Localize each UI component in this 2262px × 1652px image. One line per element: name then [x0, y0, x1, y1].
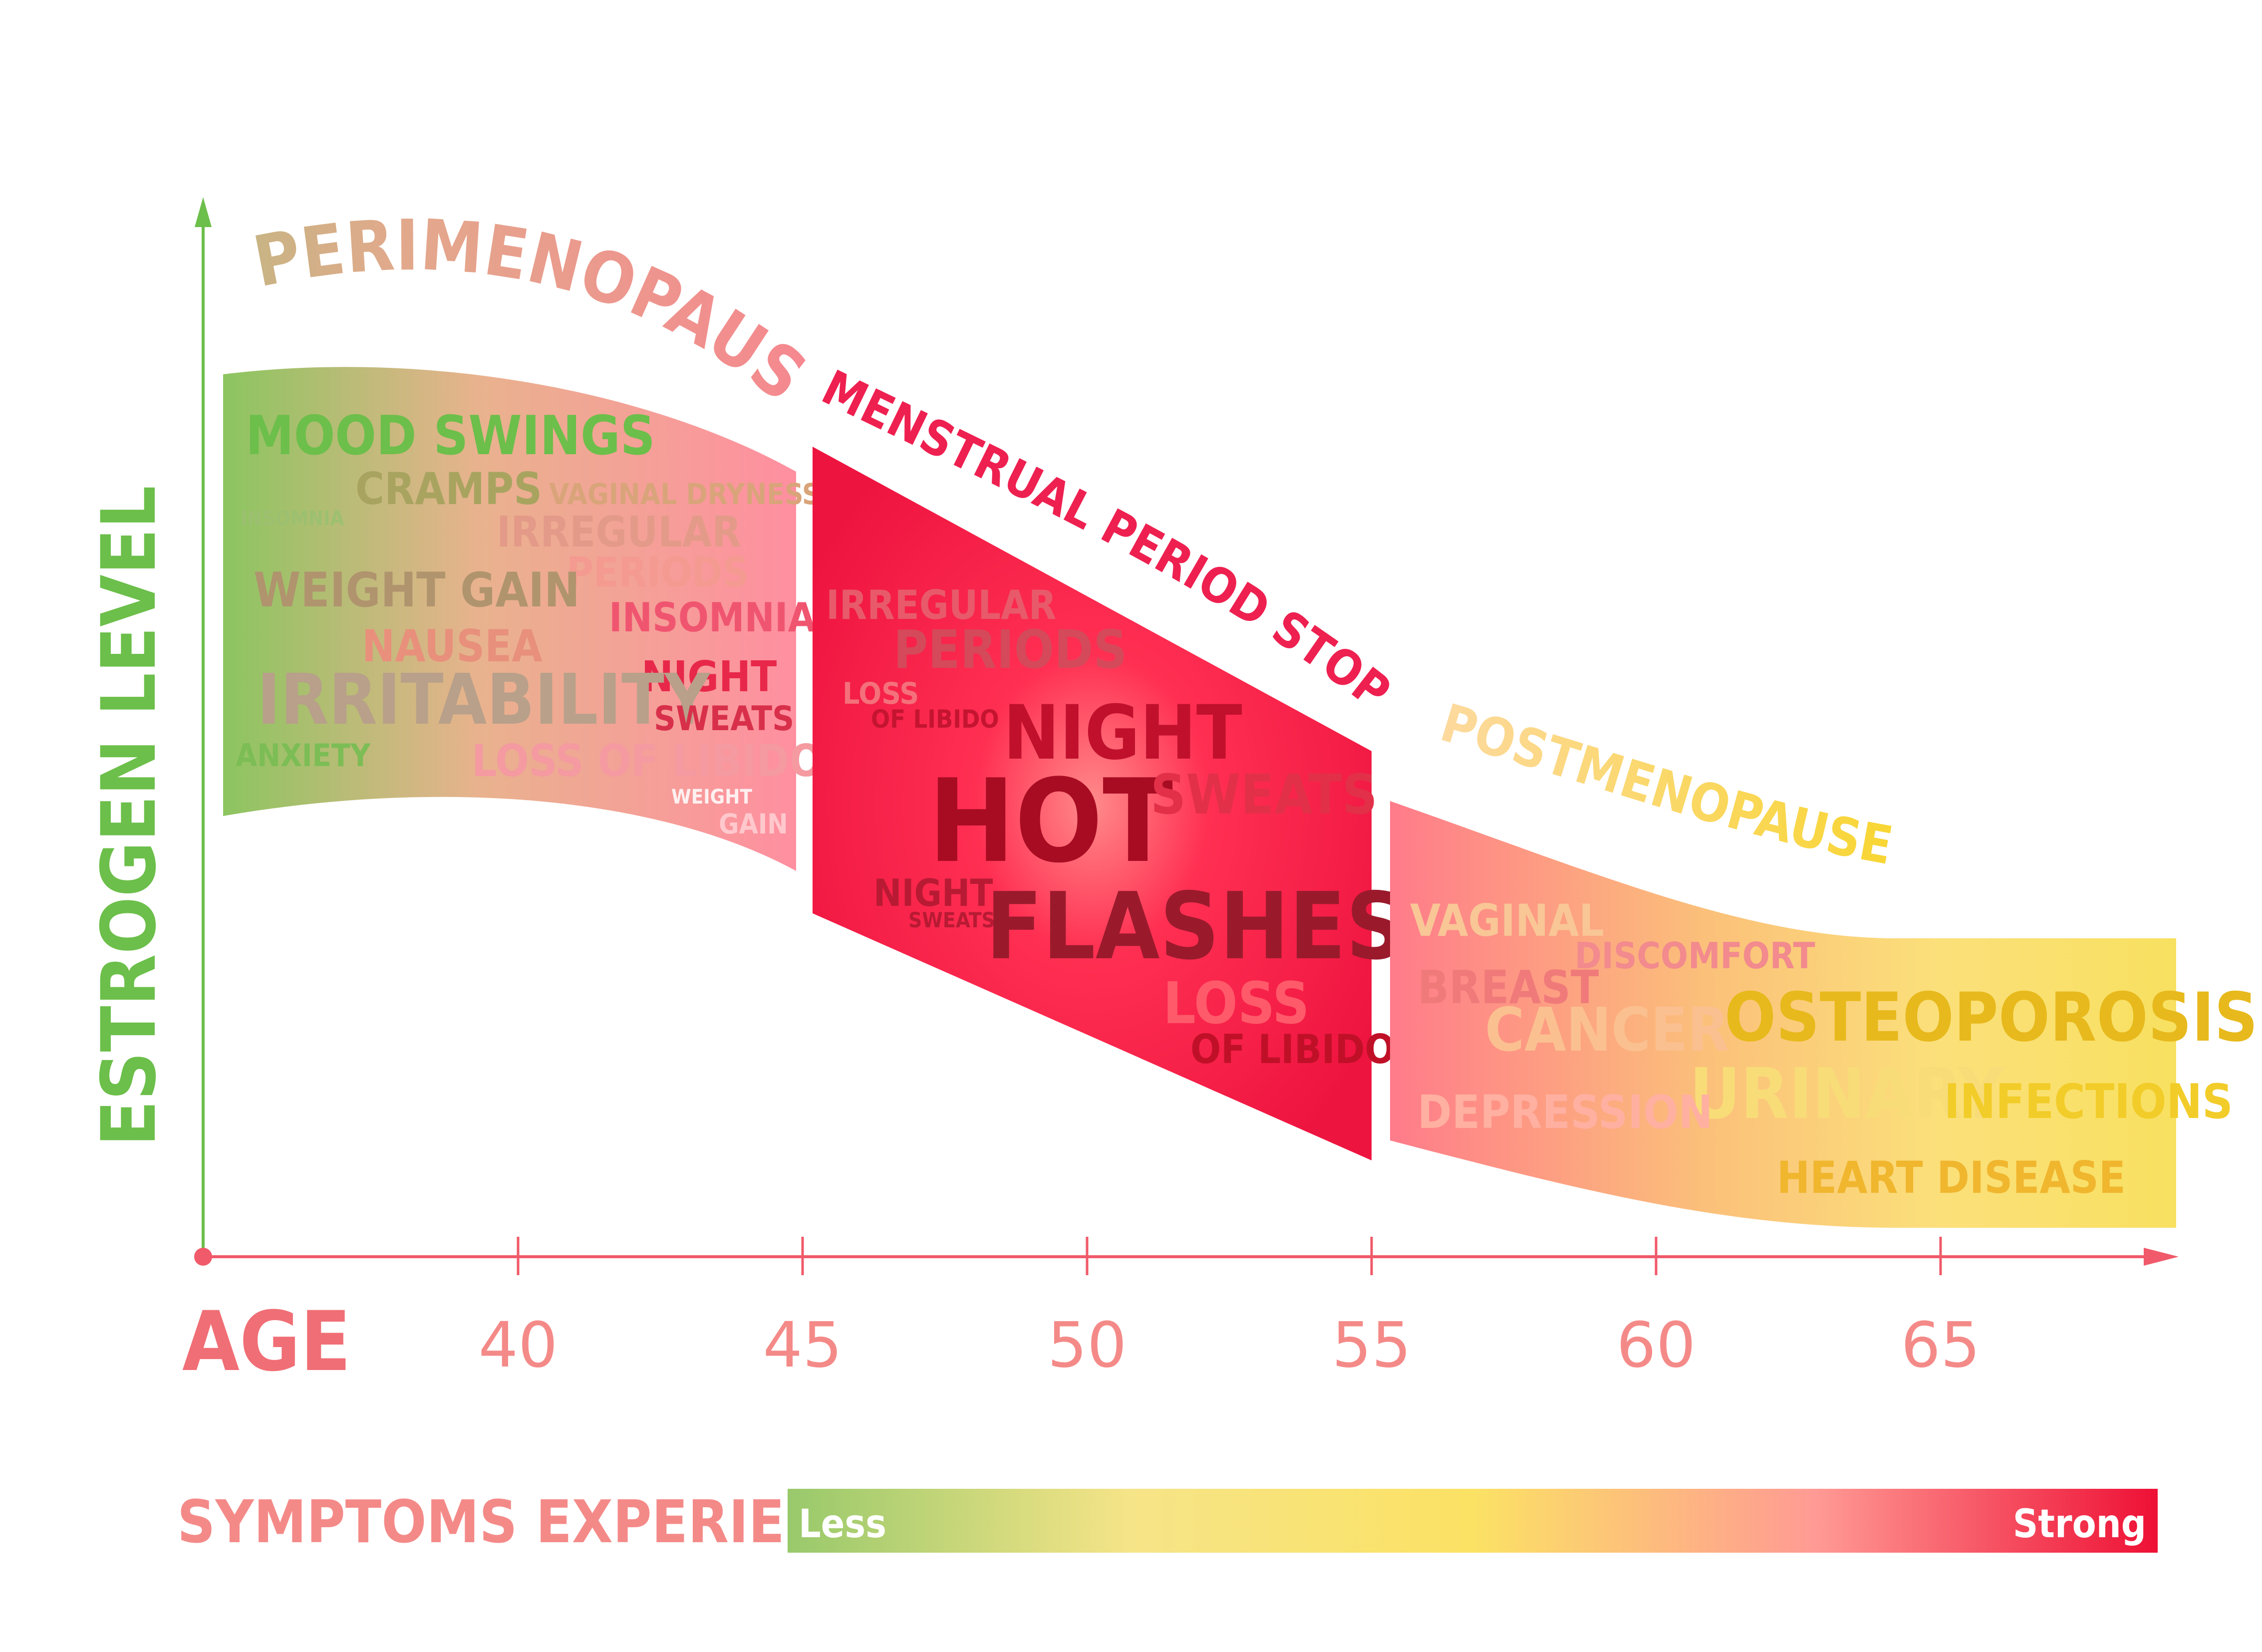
x-axis-arrow — [2144, 1248, 2179, 1266]
menopause-band — [813, 447, 1372, 1160]
postmenopause-phase: POSTMENOPAUSE VAGINAL DISCOMFORT BREAST … — [1390, 692, 2258, 1228]
symptom-discomfort: DISCOMFORT — [1575, 935, 1815, 977]
tick-label-45: 45 — [763, 1309, 842, 1381]
symptom-gain: GAIN — [719, 808, 788, 840]
symptom-of-libido-2: OF LIBIDO — [1190, 1026, 1396, 1073]
symptom-infections: INFECTIONS — [1944, 1075, 2233, 1129]
symptom-loss: LOSS — [843, 676, 919, 711]
perimenopause-title: PERIMENOPAUSE — [0, 0, 821, 417]
legend-less-label: Less — [799, 1502, 886, 1547]
symptom-insomnia-small: INSOMNIA — [241, 507, 344, 530]
y-axis-label: ESTROGEN LEVEL — [86, 486, 173, 1146]
postmenopause-symptoms: VAGINAL DISCOMFORT BREAST CANCER OSTEOPO… — [1410, 895, 2258, 1203]
symptom-heart-disease: HEART DISEASE — [1777, 1152, 2126, 1203]
symptom-urinary: URINARY — [1690, 1054, 2004, 1135]
symptom-breast: BREAST — [1417, 961, 1599, 1014]
symptom-periods: PERIODS — [566, 549, 749, 596]
symptom-night: NIGHT — [641, 652, 777, 702]
symptom-cramps: CRAMPS — [355, 463, 542, 515]
axes: ESTROGEN LEVEL AGE 40 45 50 55 60 65 — [86, 197, 2179, 1389]
axis-origin-dot — [194, 1248, 212, 1266]
symptom-osteoporosis: OSTEOPOROSIS — [1724, 978, 2258, 1057]
x-axis-label: AGE — [182, 1294, 351, 1389]
symptom-irregular: IRREGULAR — [497, 508, 741, 557]
symptom-sweats-small: SWEATS — [908, 908, 995, 932]
tick-label-65: 65 — [1901, 1309, 1980, 1381]
menopause-symptoms: IRREGULAR PERIODS LOSS OF LIBIDO NIGHT H… — [826, 582, 1406, 1073]
symptom-weight: WEIGHT — [671, 786, 752, 809]
symptom-vaginal-dryness: VAGINAL DRYNESS — [549, 477, 821, 511]
symptom-irregular-2: IRREGULAR — [826, 582, 1056, 628]
perimenopause-band — [223, 367, 796, 871]
symptom-weight-gain: WEIGHT GAIN — [254, 563, 580, 618]
symptom-flashes: FLASHES — [986, 872, 1406, 980]
tick-label-60: 60 — [1616, 1309, 1696, 1381]
symptom-cancer: CANCER — [1485, 996, 1729, 1065]
symptom-anxiety: ANXIETY — [236, 737, 371, 774]
x-axis-ticks — [517, 1237, 1942, 1275]
legend-title: SYMPTOMS EXPERIENCE — [177, 1487, 904, 1556]
symptom-vaginal: VAGINAL — [1410, 895, 1604, 946]
x-axis-tick-labels: 40 45 50 55 60 65 — [478, 1309, 1980, 1381]
symptom-insomnia: INSOMNIA — [609, 594, 816, 641]
legend-gradient-bar — [788, 1489, 2158, 1553]
tick-label-50: 50 — [1047, 1309, 1127, 1381]
symptom-hot: HOT — [928, 755, 1173, 888]
symptom-sweats-2: SWEATS — [1150, 763, 1378, 826]
symptom-night-small: NIGHT — [873, 871, 993, 915]
symptom-mood-swings: MOOD SWINGS — [246, 405, 655, 467]
symptom-depression: DEPRESSION — [1417, 1086, 1713, 1139]
symptom-loss-2: LOSS — [1163, 970, 1310, 1037]
symptom-loss-of-libido: LOSS OF LIBIDO — [472, 735, 823, 787]
symptom-of-libido: OF LIBIDO — [871, 705, 999, 734]
legend-strong-label: Strong — [2013, 1502, 2146, 1547]
tick-label-55: 55 — [1332, 1309, 1411, 1381]
perimenopause-symptoms: MOOD SWINGS CRAMPS INSOMNIA VAGINAL DRYN… — [236, 405, 823, 840]
symptoms-legend: SYMPTOMS EXPERIENCE Less Strong — [177, 1487, 2158, 1556]
symptom-night-2: NIGHT — [1003, 690, 1242, 777]
postmenopause-band — [1390, 801, 2176, 1228]
symptom-periods-2: PERIODS — [893, 619, 1127, 680]
tick-label-40: 40 — [478, 1309, 558, 1381]
y-axis-arrow — [195, 197, 212, 227]
symptom-irritability: IRRITABILITY — [257, 659, 711, 741]
symptom-sweats: SWEATS — [654, 699, 794, 739]
symptom-nausea: NAUSEA — [362, 620, 543, 672]
